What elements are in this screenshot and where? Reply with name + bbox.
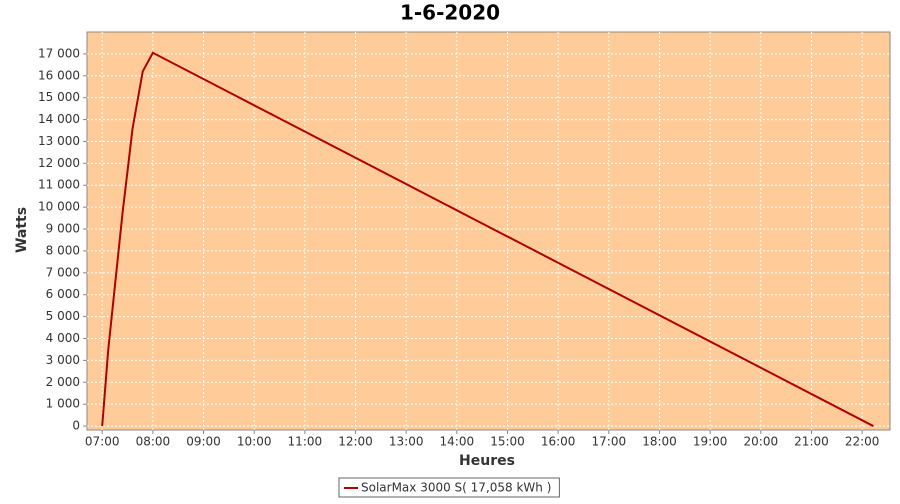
y-axis-label: Watts (14, 207, 30, 253)
y-tick-label: 16 000 (38, 68, 80, 82)
x-tick-label: 18:00 (642, 435, 677, 449)
x-tick-label: 13:00 (389, 435, 424, 449)
y-tick-label: 15 000 (38, 90, 80, 104)
legend-label: SolarMax 3000 S( 17,058 kWh ) (361, 481, 551, 495)
x-tick-label: 08:00 (136, 435, 171, 449)
x-tick-label: 16:00 (541, 435, 576, 449)
x-tick-label: 21:00 (794, 435, 829, 449)
y-tick-label: 7 000 (46, 265, 80, 279)
y-tick-label: 6 000 (46, 287, 80, 301)
y-tick-label: 11 000 (38, 178, 80, 192)
x-tick-label: 10:00 (237, 435, 272, 449)
y-tick-label: 0 (72, 419, 80, 433)
x-tick-label: 17:00 (592, 435, 627, 449)
y-tick-label: 4 000 (46, 331, 80, 345)
x-tick-label: 19:00 (693, 435, 728, 449)
legend-box (338, 477, 560, 498)
y-tick-label: 10 000 (38, 200, 80, 214)
x-tick-label: 12:00 (338, 435, 373, 449)
y-tick-label: 1 000 (46, 397, 80, 411)
chart-title: 1-6-2020 (400, 1, 500, 25)
x-tick-label: 07:00 (85, 435, 120, 449)
x-tick-label: 20:00 (744, 435, 779, 449)
x-tick-label: 15:00 (490, 435, 525, 449)
y-tick-label: 17 000 (38, 46, 80, 60)
y-tick-label: 3 000 (46, 353, 80, 367)
y-tick-label: 14 000 (38, 112, 80, 126)
y-tick-label: 9 000 (46, 222, 80, 236)
x-tick-label: 09:00 (186, 435, 221, 449)
series-line (101, 51, 874, 427)
y-tick-label: 5 000 (46, 309, 80, 323)
x-tick-label: 11:00 (288, 435, 323, 449)
x-axis-label: Heures (459, 453, 515, 469)
y-tick-label: 13 000 (38, 134, 80, 148)
plot-area (86, 31, 891, 431)
y-tick-label: 12 000 (38, 156, 80, 170)
x-tick-label: 14:00 (440, 435, 475, 449)
x-tick-label: 22:00 (845, 435, 880, 449)
y-tick-label: 8 000 (46, 243, 80, 257)
y-tick-label: 2 000 (46, 375, 80, 389)
